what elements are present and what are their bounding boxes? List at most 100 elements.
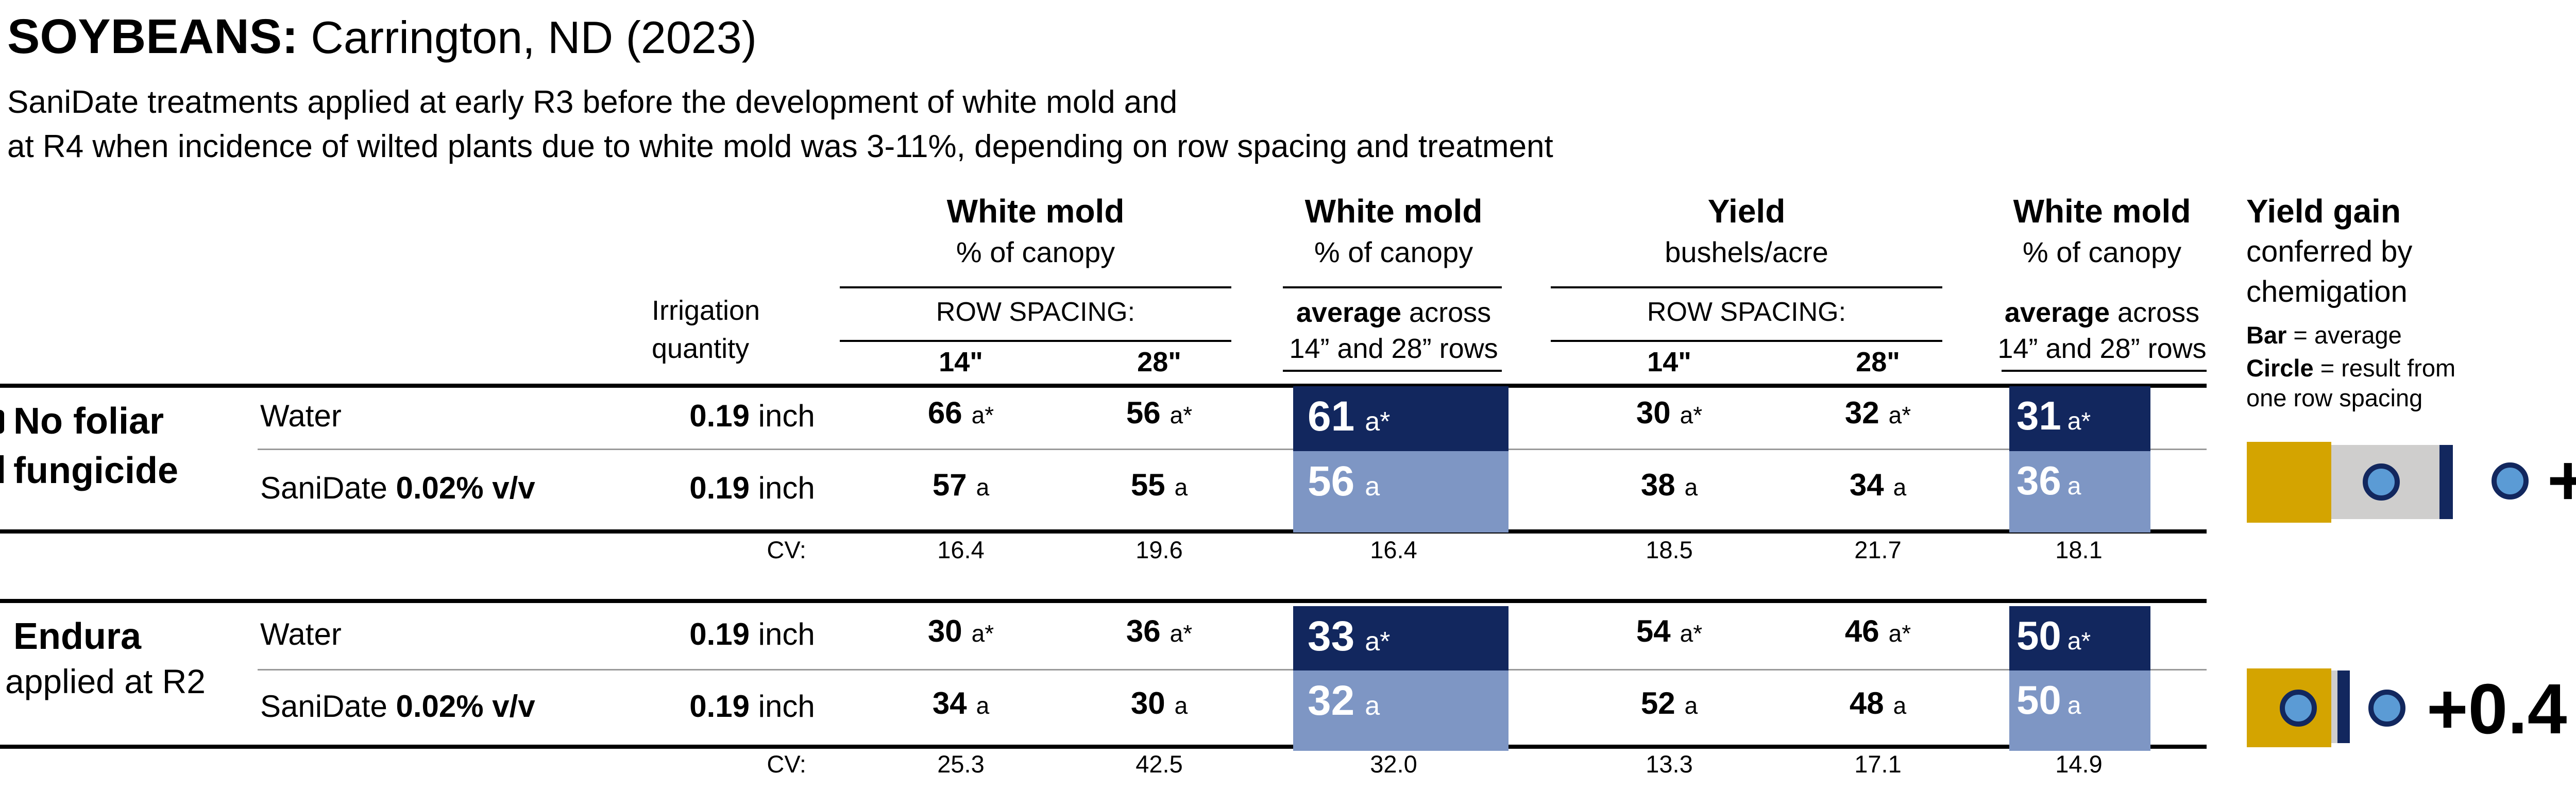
g1r1-yavg-num: 31 [2016, 393, 2061, 438]
g2r2-y14: 52 a [1602, 688, 1736, 719]
g2r2-y14-sig: a [1684, 692, 1698, 719]
g2-cv-yavg: 14.9 [2055, 750, 2103, 778]
header-wm-28: 28" [1137, 347, 1181, 377]
g1r1-yavg-sig: a* [2067, 408, 2091, 435]
g2r2-wm-avg-box: 32 a [1293, 670, 1509, 751]
g2r2-y28-sig: a [1893, 692, 1907, 719]
g1r2-yavg-sig: a [2067, 473, 2081, 500]
group1-label-line2: fungicide [13, 450, 178, 491]
g2r2-wm28: 30 a [1092, 688, 1226, 719]
g1r2-treat-plain: SaniDate [260, 471, 396, 505]
page-title: SOYBEANS: Carrington, ND (2023) [7, 11, 757, 63]
g2r2-yavg-num: 50 [2016, 677, 2061, 723]
gain2-value: +0.4 [2427, 669, 2567, 749]
g1r1-irrigation: 0.19 inch [659, 401, 845, 432]
g1-cv-y14: 18.5 [1646, 536, 1693, 563]
g2r2-irr-num: 0.19 [689, 689, 750, 724]
subtitle-line2: at R4 when incidence of wilted plants du… [7, 129, 1553, 164]
g1-cv-label: CV: [767, 536, 806, 563]
g2r1-yavg-num: 50 [2016, 613, 2061, 658]
group2-label-line1: Endura [13, 616, 142, 657]
g2r2-irrigation: 0.19 inch [659, 691, 845, 722]
g2r1-wm14: 30 a* [894, 616, 1028, 647]
g1r2-y14-sig: a [1684, 474, 1698, 501]
g1-cv-y28: 21.7 [1854, 536, 1902, 563]
header-wm-avg-sub: % of canopy [1314, 236, 1473, 268]
g1r2-y14-num: 38 [1640, 468, 1675, 502]
g1r1-y14-sig: a* [1680, 402, 1703, 428]
yavg-rest: across [2110, 297, 2200, 328]
gain1-circle-28in [2363, 463, 2400, 501]
g1r1-treat-plain: Water [260, 399, 342, 433]
wm-avg-bold: average [1296, 297, 1402, 328]
legend-circle-bold: Circle [2246, 354, 2314, 382]
subtitle-line1: SaniDate treatments applied at early R3 … [7, 84, 1178, 120]
rule-g2-row-sep [258, 669, 2207, 670]
yavg-bold: average [2004, 297, 2110, 328]
header-irrigation-line1: Irrigation [652, 295, 760, 326]
g2r1-wmavg-sig: a* [1365, 627, 1391, 657]
gain1-average-marker [2439, 445, 2453, 519]
g2-cv-wm14: 25.3 [937, 750, 985, 778]
header-yield-row-spacing: ROW SPACING: [1647, 297, 1846, 327]
g1r2-y28-num: 34 [1849, 468, 1884, 502]
g2r1-wmavg-num: 33 [1308, 613, 1355, 660]
g1r2-treatment: SaniDate 0.02% v/v [260, 473, 535, 504]
g1r1-y28-sig: a* [1888, 402, 1911, 428]
g2r1-wm28-sig: a* [1170, 620, 1193, 647]
g2-cv-y14: 13.3 [1646, 750, 1693, 778]
header-yavg-title: White mold [2013, 193, 2191, 230]
g2r2-wm28-num: 30 [1130, 686, 1165, 720]
g1r2-y28-sig: a [1893, 474, 1907, 501]
g2r1-y14-num: 54 [1636, 614, 1671, 648]
g1r2-irr-num: 0.19 [689, 471, 750, 505]
g1r1-wm28-sig: a* [1170, 402, 1193, 428]
header-white-mold-rows: White mold [946, 193, 1125, 230]
g2r1-wm28-num: 36 [1126, 614, 1161, 648]
g2r1-wm-avg-box: 33 a* [1293, 606, 1509, 673]
cropped-glyph-fragment [0, 455, 4, 483]
g2r2-y14-num: 52 [1640, 686, 1675, 720]
g2r1-yavg-box: 50 a* [2009, 606, 2150, 673]
header-yield-28: 28" [1856, 347, 1900, 377]
underline-wm-avg-2 [1283, 370, 1502, 372]
g2r1-wm14-sig: a* [971, 620, 994, 647]
header-yield-rows: Yield [1707, 193, 1786, 230]
g1r1-wm-avg-box: 61 a* [1293, 386, 1509, 454]
legend-title: Yield gain [2246, 193, 2401, 230]
header-white-mold-rows-sub: % of canopy [956, 236, 1115, 268]
legend-circle-rest: = result from [2313, 354, 2456, 382]
g1r2-y28: 34 a [1811, 470, 1945, 501]
underline-yield-1 [1551, 286, 1942, 288]
g1r2-yavg-num: 36 [2016, 458, 2061, 503]
g2r2-treat-bold: 0.02% v/v [396, 689, 535, 724]
g1r1-y28-num: 32 [1844, 396, 1879, 430]
g2r2-y28: 48 a [1811, 688, 1945, 719]
g2r2-wmavg-sig: a [1365, 691, 1380, 721]
header-wm-avg-title: White mold [1304, 193, 1483, 230]
wm-avg-rest: across [1401, 297, 1492, 328]
header-yavg-sub: % of canopy [2022, 236, 2182, 268]
g2r1-y28-num: 46 [1844, 614, 1879, 648]
header-yield-rows-sub: bushels/acre [1665, 236, 1828, 268]
group1-label-line1: No foliar [13, 401, 164, 442]
g1r1-irr-unit: inch [750, 399, 815, 433]
g2r1-y14-sig: a* [1680, 620, 1703, 647]
g1r1-treatment: Water [260, 401, 342, 432]
g1r2-wm14: 57 a [894, 470, 1028, 501]
g2r2-irr-unit: inch [750, 689, 815, 724]
g1r1-y28: 32 a* [1811, 398, 1945, 428]
legend-line1: conferred by [2246, 235, 2413, 268]
g2r2-yavg-box: 50 a [2009, 670, 2150, 751]
g1r1-wm14: 66 a* [894, 398, 1028, 428]
header-yavg-across: average across [1973, 299, 2231, 326]
header-wm-row-spacing: ROW SPACING: [936, 297, 1136, 327]
gain2-average-marker [2337, 670, 2350, 743]
g2r1-y28-sig: a* [1888, 620, 1911, 647]
g1r1-wm14-num: 66 [927, 396, 962, 430]
g1r2-wm14-num: 57 [932, 468, 967, 502]
legend-bar-key: Bar = average [2246, 322, 2402, 349]
g1r1-wm28-num: 56 [1126, 396, 1161, 430]
underline-wm-rows-2 [840, 340, 1231, 342]
